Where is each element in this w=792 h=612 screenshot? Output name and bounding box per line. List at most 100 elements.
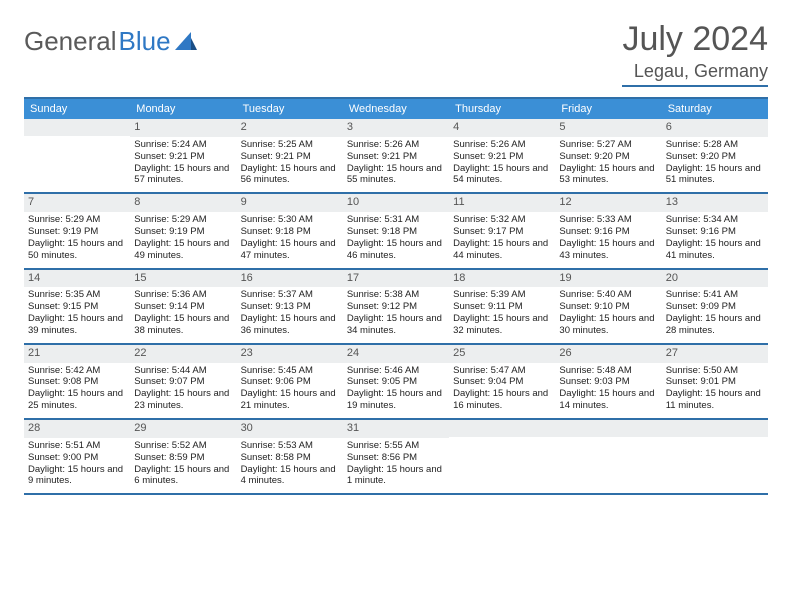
- day-number: 24: [343, 345, 449, 363]
- day-cell: 2Sunrise: 5:25 AMSunset: 9:21 PMDaylight…: [237, 119, 343, 192]
- sunrise-text: Sunrise: 5:30 AM: [237, 214, 343, 226]
- sunset-text: Sunset: 9:00 PM: [24, 452, 130, 464]
- day-number: 7: [24, 194, 130, 212]
- week-row: 7Sunrise: 5:29 AMSunset: 9:19 PMDaylight…: [24, 194, 768, 269]
- day-cell: 22Sunrise: 5:44 AMSunset: 9:07 PMDayligh…: [130, 345, 236, 418]
- daylight-text: Daylight: 15 hours and 9 minutes.: [24, 464, 130, 488]
- calendar: Sunday Monday Tuesday Wednesday Thursday…: [24, 97, 768, 495]
- sunset-text: Sunset: 9:03 PM: [555, 376, 661, 388]
- daylight-text: Daylight: 15 hours and 30 minutes.: [555, 313, 661, 337]
- day-header: Thursday: [449, 99, 555, 119]
- daylight-text: Daylight: 15 hours and 43 minutes.: [555, 238, 661, 262]
- sunrise-text: Sunrise: 5:26 AM: [449, 139, 555, 151]
- day-cell: 12Sunrise: 5:33 AMSunset: 9:16 PMDayligh…: [555, 194, 661, 267]
- day-number: 1: [130, 119, 236, 137]
- sunset-text: Sunset: 9:04 PM: [449, 376, 555, 388]
- daylight-text: Daylight: 15 hours and 16 minutes.: [449, 388, 555, 412]
- sunset-text: Sunset: 9:17 PM: [449, 226, 555, 238]
- daylight-text: Daylight: 15 hours and 47 minutes.: [237, 238, 343, 262]
- sunset-text: Sunset: 9:21 PM: [130, 151, 236, 163]
- sunset-text: Sunset: 9:05 PM: [343, 376, 449, 388]
- sunset-text: Sunset: 9:07 PM: [130, 376, 236, 388]
- daylight-text: Daylight: 15 hours and 46 minutes.: [343, 238, 449, 262]
- sunset-text: Sunset: 9:21 PM: [449, 151, 555, 163]
- daylight-text: Daylight: 15 hours and 19 minutes.: [343, 388, 449, 412]
- sunrise-text: Sunrise: 5:47 AM: [449, 365, 555, 377]
- sunrise-text: Sunrise: 5:29 AM: [24, 214, 130, 226]
- sunrise-text: Sunrise: 5:28 AM: [662, 139, 768, 151]
- day-cell: 15Sunrise: 5:36 AMSunset: 9:14 PMDayligh…: [130, 270, 236, 343]
- day-number: 13: [662, 194, 768, 212]
- day-number: [449, 420, 555, 437]
- day-number: 2: [237, 119, 343, 137]
- day-number: 22: [130, 345, 236, 363]
- day-cell: 17Sunrise: 5:38 AMSunset: 9:12 PMDayligh…: [343, 270, 449, 343]
- day-cell: 16Sunrise: 5:37 AMSunset: 9:13 PMDayligh…: [237, 270, 343, 343]
- day-header: Saturday: [662, 99, 768, 119]
- sunrise-text: Sunrise: 5:36 AM: [130, 289, 236, 301]
- day-number: 11: [449, 194, 555, 212]
- sunset-text: Sunset: 9:06 PM: [237, 376, 343, 388]
- sunset-text: Sunset: 9:20 PM: [555, 151, 661, 163]
- daylight-text: Daylight: 15 hours and 32 minutes.: [449, 313, 555, 337]
- daylight-text: Daylight: 15 hours and 11 minutes.: [662, 388, 768, 412]
- daylight-text: Daylight: 15 hours and 14 minutes.: [555, 388, 661, 412]
- day-cell: 4Sunrise: 5:26 AMSunset: 9:21 PMDaylight…: [449, 119, 555, 192]
- sail-icon: [175, 32, 197, 52]
- sunrise-text: Sunrise: 5:46 AM: [343, 365, 449, 377]
- sunset-text: Sunset: 9:10 PM: [555, 301, 661, 313]
- sunrise-text: Sunrise: 5:39 AM: [449, 289, 555, 301]
- brand-logo: GeneralBlue: [24, 26, 197, 57]
- day-number: 12: [555, 194, 661, 212]
- day-cell: 13Sunrise: 5:34 AMSunset: 9:16 PMDayligh…: [662, 194, 768, 267]
- day-cell: 28Sunrise: 5:51 AMSunset: 9:00 PMDayligh…: [24, 420, 130, 493]
- day-number: 21: [24, 345, 130, 363]
- sunset-text: Sunset: 9:20 PM: [662, 151, 768, 163]
- sunrise-text: Sunrise: 5:48 AM: [555, 365, 661, 377]
- sunrise-text: Sunrise: 5:26 AM: [343, 139, 449, 151]
- sunset-text: Sunset: 8:59 PM: [130, 452, 236, 464]
- sunset-text: Sunset: 9:01 PM: [662, 376, 768, 388]
- sunrise-text: Sunrise: 5:50 AM: [662, 365, 768, 377]
- day-cell: [662, 420, 768, 493]
- daylight-text: Daylight: 15 hours and 21 minutes.: [237, 388, 343, 412]
- day-cell: 27Sunrise: 5:50 AMSunset: 9:01 PMDayligh…: [662, 345, 768, 418]
- sunrise-text: Sunrise: 5:41 AM: [662, 289, 768, 301]
- sunset-text: Sunset: 9:15 PM: [24, 301, 130, 313]
- day-number: 30: [237, 420, 343, 438]
- daylight-text: Daylight: 15 hours and 25 minutes.: [24, 388, 130, 412]
- sunset-text: Sunset: 9:18 PM: [237, 226, 343, 238]
- day-cell: [24, 119, 130, 192]
- daylight-text: Daylight: 15 hours and 44 minutes.: [449, 238, 555, 262]
- day-number: 10: [343, 194, 449, 212]
- daylight-text: Daylight: 15 hours and 28 minutes.: [662, 313, 768, 337]
- sunrise-text: Sunrise: 5:27 AM: [555, 139, 661, 151]
- sunrise-text: Sunrise: 5:24 AM: [130, 139, 236, 151]
- day-cell: 10Sunrise: 5:31 AMSunset: 9:18 PMDayligh…: [343, 194, 449, 267]
- day-number: [555, 420, 661, 437]
- sunset-text: Sunset: 9:12 PM: [343, 301, 449, 313]
- sunset-text: Sunset: 9:14 PM: [130, 301, 236, 313]
- day-header: Monday: [130, 99, 236, 119]
- header-bar: GeneralBlue July 2024 Legau, Germany: [24, 20, 768, 87]
- daylight-text: Daylight: 15 hours and 51 minutes.: [662, 163, 768, 187]
- day-number: 28: [24, 420, 130, 438]
- day-number: 19: [555, 270, 661, 288]
- day-number: 5: [555, 119, 661, 137]
- sunrise-text: Sunrise: 5:45 AM: [237, 365, 343, 377]
- day-number: 20: [662, 270, 768, 288]
- sunset-text: Sunset: 9:21 PM: [237, 151, 343, 163]
- brand-word-2: Blue: [119, 26, 171, 57]
- daylight-text: Daylight: 15 hours and 36 minutes.: [237, 313, 343, 337]
- brand-word-1: General: [24, 26, 117, 57]
- sunset-text: Sunset: 9:09 PM: [662, 301, 768, 313]
- daylight-text: Daylight: 15 hours and 41 minutes.: [662, 238, 768, 262]
- day-number: 25: [449, 345, 555, 363]
- day-cell: 7Sunrise: 5:29 AMSunset: 9:19 PMDaylight…: [24, 194, 130, 267]
- day-cell: 1Sunrise: 5:24 AMSunset: 9:21 PMDaylight…: [130, 119, 236, 192]
- daylight-text: Daylight: 15 hours and 39 minutes.: [24, 313, 130, 337]
- day-number: 29: [130, 420, 236, 438]
- sunrise-text: Sunrise: 5:55 AM: [343, 440, 449, 452]
- day-number: 15: [130, 270, 236, 288]
- day-cell: [449, 420, 555, 493]
